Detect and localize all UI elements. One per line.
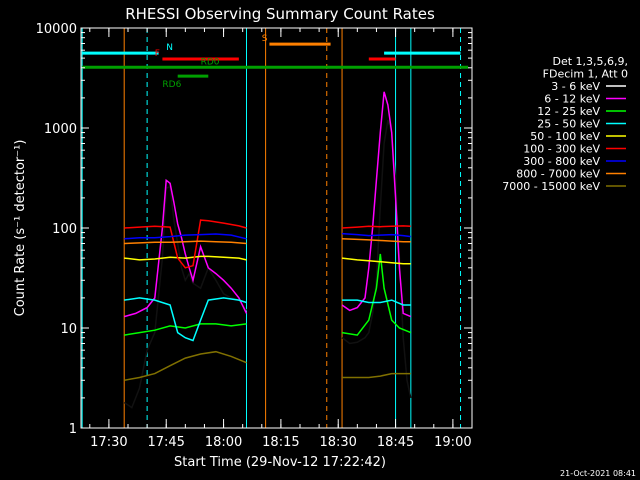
x-tick-label-5: 18:45 <box>377 435 414 450</box>
series-line-3-1 <box>342 299 411 306</box>
y-tick-label-1: 10 <box>60 322 77 337</box>
flag-label-n: N <box>166 43 173 53</box>
series-line-2-1 <box>341 253 412 336</box>
series-line-1-0 <box>123 178 248 318</box>
legend-label-3: 25 - 50 keV <box>537 118 600 131</box>
chart-title: RHESSI Observing Summary Count Rates <box>125 5 435 23</box>
flag-label-rd0: RD0 <box>201 57 220 67</box>
legend-label-5: 100 - 300 keV <box>523 143 600 156</box>
legend-label-7: 800 - 7000 keV <box>516 168 600 181</box>
x-tick-label-6: 19:00 <box>434 435 471 450</box>
series-line-8-1 <box>342 372 411 379</box>
series-line-6-1 <box>341 232 411 238</box>
series-line-5-1 <box>341 225 411 229</box>
legend-label-4: 50 - 100 keV <box>530 130 600 143</box>
flag-label-f: F <box>155 49 160 59</box>
series-line-7-1 <box>341 238 411 243</box>
x-tick-label-0: 17:30 <box>90 435 127 450</box>
series-line-8-0 <box>124 350 247 382</box>
x-axis-label: Start Time (29-Nov-12 17:22:42) <box>174 455 386 470</box>
legend-header-1: FDecim 1, Att 0 <box>543 68 628 81</box>
legend-label-2: 12 - 25 keV <box>537 105 600 118</box>
legend-header-0: Det 1,3,5,6,9, <box>552 55 628 68</box>
series-line-5-0 <box>124 219 247 269</box>
legend: Det 1,3,5,6,9,FDecim 1, Att 03 - 6 keV6 … <box>502 55 628 193</box>
series-line-7-0 <box>124 240 247 245</box>
x-tick-label-3: 18:15 <box>262 435 299 450</box>
legend-label-8: 7000 - 15000 keV <box>502 180 600 193</box>
x-tick-label-2: 18:00 <box>205 435 242 450</box>
y-tick-label-2: 100 <box>52 222 77 237</box>
y-tick-label-0: 1 <box>69 422 77 437</box>
series-line-3-0 <box>124 297 247 342</box>
flag-label-rd6: RD6 <box>162 80 181 90</box>
series-line-4-0 <box>124 255 247 261</box>
y-tick-label-4: 10000 <box>36 22 77 37</box>
series-line-2-0 <box>124 323 247 336</box>
legend-label-6: 300 - 800 keV <box>523 155 600 168</box>
series-line-6-0 <box>124 233 247 240</box>
series-line-1-1 <box>341 91 412 318</box>
y-tick-label-3: 1000 <box>44 122 77 137</box>
x-tick-label-1: 17:45 <box>147 435 184 450</box>
series-line-0-0 <box>123 185 248 409</box>
y-axis-label: Count Rate (s⁻¹ detector⁻¹) <box>13 140 28 317</box>
timestamp: 21-Oct-2021 08:41 <box>560 469 636 478</box>
legend-label-1: 6 - 12 keV <box>544 93 600 106</box>
x-tick-label-4: 18:30 <box>319 435 356 450</box>
legend-label-0: 3 - 6 keV <box>551 80 600 93</box>
series-line-4-1 <box>341 257 411 265</box>
flag-label-s: S <box>262 34 268 44</box>
